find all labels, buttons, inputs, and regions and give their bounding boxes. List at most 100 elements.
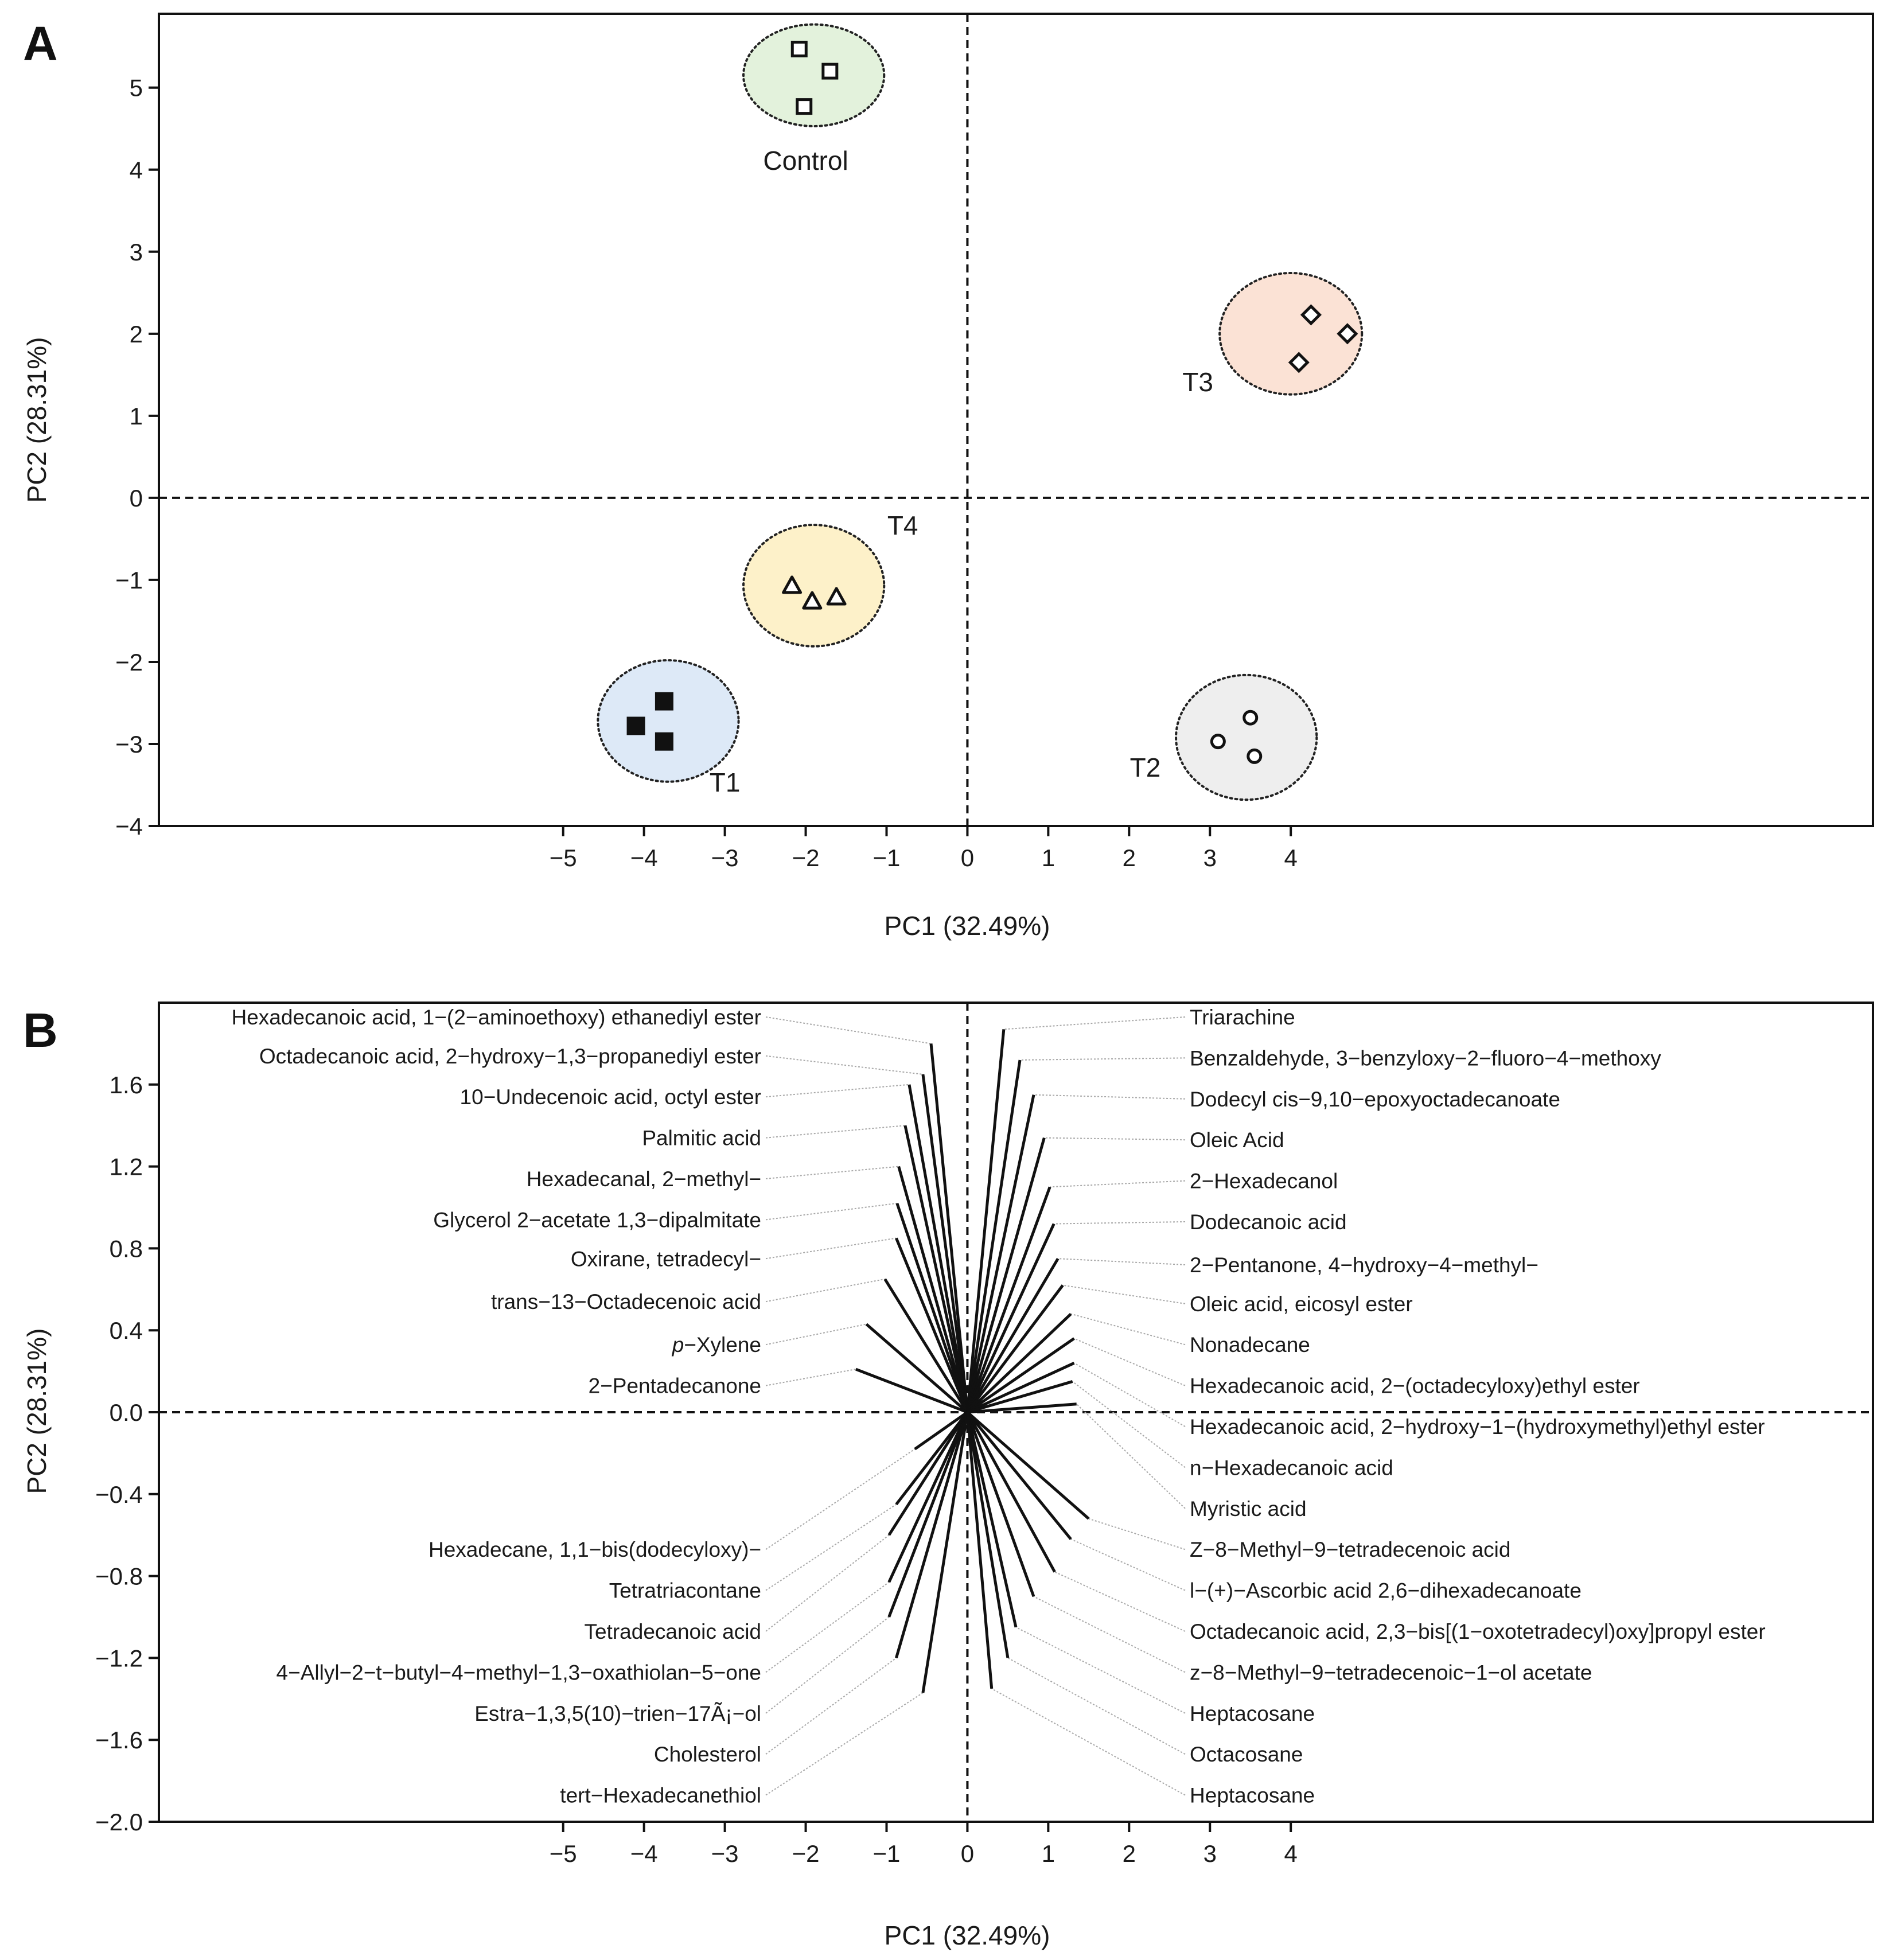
y-tick-label-a: 3 — [130, 239, 143, 266]
point-t4-2 — [802, 591, 823, 610]
loading-vector — [887, 1411, 969, 1536]
loading-vector — [967, 1337, 1075, 1414]
label-connector — [765, 1369, 856, 1386]
label-connector — [765, 1278, 885, 1303]
loading-label: Glycerol 2−acetate 1,3−dipalmitate — [433, 1208, 761, 1232]
loading-vector — [903, 1125, 969, 1413]
point-t2-2 — [1210, 734, 1226, 750]
loading-vector — [966, 1411, 1056, 1573]
panel-label-a: A — [23, 17, 58, 71]
point-t1-1 — [655, 692, 673, 711]
y-tick-label-b: −0.8 — [95, 1563, 143, 1590]
loading-label: trans−13−Octadecenoic acid — [491, 1290, 761, 1314]
loading-label: tert−Hexadecanethiol — [560, 1784, 761, 1807]
group-label-t4: T4 — [887, 511, 918, 540]
label-connector — [765, 1166, 899, 1180]
loading-vector — [966, 1411, 1090, 1520]
loading-label: Octadecanoic acid, 2−hydroxy−1,3−propane… — [259, 1045, 761, 1068]
loading-label: Nonadecane — [1190, 1333, 1310, 1357]
label-connector — [1033, 1596, 1186, 1673]
label-connector — [1073, 1362, 1186, 1427]
loading-vector — [887, 1412, 969, 1618]
x-tick-label-b: −1 — [873, 1840, 901, 1867]
point-control-1 — [790, 41, 808, 58]
loading-vector — [965, 1029, 1006, 1413]
x-tick-label-a: −4 — [630, 844, 658, 871]
label-connector — [1070, 1538, 1186, 1591]
y-tick-label-b: 1.2 — [110, 1154, 143, 1180]
y-tick-label-a: −4 — [115, 813, 143, 840]
x-tick-label-b: −5 — [550, 1840, 577, 1867]
loading-label: 2−Hexadecanol — [1190, 1170, 1338, 1193]
label-connector — [765, 1055, 924, 1075]
x-tick-label-a: 4 — [1284, 844, 1298, 871]
label-connector — [1072, 1381, 1186, 1468]
x-tick-label-a: 3 — [1203, 844, 1217, 871]
x-tick-label-a: −1 — [873, 844, 901, 871]
loading-vector — [855, 1367, 968, 1414]
ellipse-t3 — [1218, 271, 1364, 396]
y-tick-label-b: 1.6 — [110, 1071, 143, 1098]
y-tick-label-a: 5 — [130, 75, 143, 102]
loading-vector — [921, 1074, 969, 1413]
loading-label: 2−Pentadecanone — [589, 1374, 761, 1398]
ellipse-control — [742, 23, 886, 127]
x-tick-label-b: 3 — [1203, 1840, 1217, 1867]
loading-label: Octadecanoic acid, 2,3−bis[(1−oxotetrade… — [1190, 1620, 1766, 1643]
loading-vector — [914, 1410, 968, 1451]
loading-vector — [921, 1412, 969, 1693]
loading-label: Estra−1,3,5(10)−trien−17Ã¡−ol — [474, 1702, 761, 1725]
y-tick-label-a: 1 — [130, 403, 143, 430]
y-tick-label-a: −3 — [115, 731, 143, 758]
loading-vector — [966, 1223, 1055, 1413]
plot-frame-a — [158, 13, 1874, 827]
group-ellipses — [597, 23, 1364, 801]
label-connector — [1044, 1137, 1186, 1141]
label-connector — [765, 1202, 897, 1221]
panel-label-b: B — [23, 1003, 58, 1057]
loading-label: Benzaldehyde, 3−benzyloxy−2−fluoro−4−met… — [1190, 1046, 1661, 1070]
label-connector — [765, 1581, 890, 1673]
loading-vector — [887, 1411, 969, 1583]
loading-vector — [965, 1059, 1022, 1413]
label-connector — [1076, 1403, 1186, 1509]
loading-label: Hexadecanoic acid, 1−(2−aminoethoxy) eth… — [232, 1006, 762, 1029]
loading-vector — [895, 1411, 969, 1506]
x-tick-label-b: 4 — [1284, 1840, 1298, 1867]
y-axis-label-a: PC2 (28.31%) — [22, 337, 52, 503]
y-tick-label-b: 0.4 — [110, 1317, 143, 1344]
y-tick-label-a: 2 — [130, 321, 143, 348]
loading-label: Oxirane, tetradecyl− — [571, 1247, 761, 1271]
loading-vector — [929, 1043, 969, 1413]
x-tick-label-b: −3 — [711, 1840, 739, 1867]
point-control-3 — [796, 98, 813, 115]
loading-vector — [907, 1084, 969, 1413]
axes-a — [159, 14, 1873, 826]
x-ticks-b: −5 −4 −3 −2 −1 0 1 2 3 4 — [550, 1822, 1298, 1867]
loading-vector — [966, 1257, 1060, 1413]
point-t2-3 — [1247, 748, 1263, 764]
loading-vector — [895, 1203, 969, 1413]
group-label-t3: T3 — [1182, 367, 1213, 397]
loading-label: 10−Undecenoic acid, octyl ester — [460, 1085, 762, 1109]
loading-label: Myristic acid — [1190, 1497, 1307, 1521]
point-t1-3 — [655, 732, 673, 751]
loading-vector — [966, 1186, 1051, 1413]
y-tick-label-a: −1 — [115, 567, 143, 594]
loading-label: Octacosane — [1190, 1743, 1303, 1766]
ellipse-t1 — [597, 659, 740, 783]
y-tick-label-b: −1.6 — [95, 1727, 143, 1754]
label-connector — [1015, 1626, 1186, 1714]
label-connector — [765, 1125, 905, 1139]
x-tick-label-b: 1 — [1042, 1840, 1055, 1867]
loading-vector — [967, 1362, 1075, 1414]
label-connector — [765, 1448, 916, 1550]
point-t3-1 — [1300, 304, 1322, 326]
x-ticks-a: −5 −4 −3 −2 −1 0 1 2 3 4 — [550, 826, 1298, 871]
loading-vector — [966, 1137, 1046, 1413]
loading-vector — [966, 1312, 1072, 1413]
point-t4-3 — [826, 587, 847, 606]
point-t1-2 — [626, 716, 645, 735]
loading-label: Heptacosane — [1190, 1702, 1315, 1725]
